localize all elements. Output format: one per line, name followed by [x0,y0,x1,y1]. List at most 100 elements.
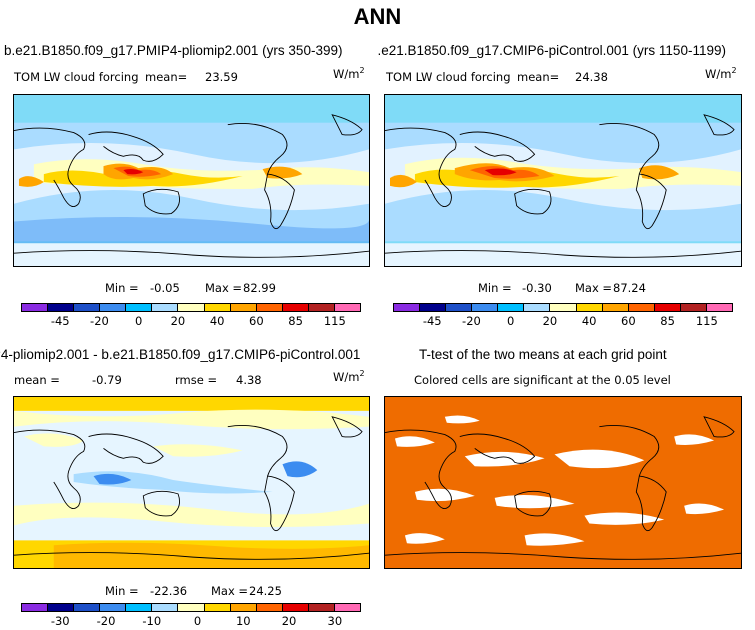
colorbar-swatch [178,304,205,311]
colorbar-tick-label: 20 [542,314,558,328]
panel1-mean-label: mean= [145,70,188,84]
panel3-colorbar [21,603,361,612]
panel2-units: W/m2 [705,66,737,81]
colorbar-tick-label: 0 [135,314,143,328]
panel2-case-title: b.e21.B1850.f09_g17.CMIP6-piControl.001 … [378,43,726,58]
panel3-rmse-label: rmse = [175,373,218,387]
colorbar-swatch [204,604,231,611]
colorbar-tick-label: 20 [170,314,186,328]
panel3-map [13,396,370,569]
panel2-map-svg [385,95,741,266]
colorbar-swatch [126,604,153,611]
panel1-mean-value: 23.59 [205,70,238,84]
panel1-map [13,94,370,267]
colorbar-tick-label: 10 [235,614,251,628]
panel2-mean-value: 24.38 [575,70,608,84]
panel2-min-label: Min = [478,281,512,295]
colorbar-swatch [282,604,309,611]
panel3-units: W/m2 [333,369,365,384]
colorbar-swatch [256,304,283,311]
colorbar-tick-label: 20 [281,614,297,628]
colorbar-tick-label: -45 [422,314,442,328]
panel1-units-base: W/m [333,66,360,81]
colorbar-swatch [628,304,655,311]
colorbar-tick-label: -30 [50,614,70,628]
colorbar-swatch [498,304,525,311]
panel1-units: W/m2 [333,66,365,81]
colorbar-swatch [230,604,257,611]
colorbar-tick-label: 60 [621,314,636,328]
colorbar-swatch [282,304,309,311]
colorbar-tick-label: 0 [507,314,515,328]
panel3-title-clip: b.e21.B1850.f09_g17.PMIP4-pliomip2.001 -… [0,347,430,365]
panel3-mean-value: -0.79 [92,373,122,387]
colorbar-tick-label: -10 [142,614,162,628]
panel3-rmse-value: 4.38 [236,373,262,387]
colorbar-swatch [420,304,447,311]
panel1-case-title: b.e21.B1850.f09_g17.PMIP4-pliomip2.001 (… [4,43,343,58]
panel3-min-value: -22.36 [150,584,188,598]
panel3-case-title: b.e21.B1850.f09_g17.PMIP4-pliomip2.001 -… [0,347,361,362]
colorbar-swatch [48,604,75,611]
colorbar-swatch [152,304,179,311]
panel4-subtitle: Colored cells are significant at the 0.0… [414,373,671,387]
colorbar-tick-label: 115 [323,314,346,328]
colorbar-swatch [602,304,629,311]
panel4-map [384,396,742,569]
panel3-min-label: Min = [105,584,139,598]
colorbar-tick-label: 40 [209,314,225,328]
panel2-map [384,94,742,267]
colorbar-swatch [308,604,335,611]
figure-title: ANN [353,4,402,29]
panel1-map-svg [14,95,369,266]
colorbar-tick-label: 60 [249,314,264,328]
colorbar-tick-label: 85 [288,314,303,328]
colorbar-swatch [706,304,733,311]
panel2-max-value: 87.24 [613,281,646,295]
panel3-map-svg [14,397,369,568]
panel2-units-base: W/m [705,66,732,81]
panel2-max-label: Max = [575,281,613,295]
panel3-max-label: Max = [211,584,249,598]
colorbar-swatch [334,304,361,311]
panel2-colorbar [393,303,733,312]
colorbar-swatch [74,304,101,311]
panel3-units-base: W/m [333,369,360,384]
panel2-units-exp: 2 [731,66,737,75]
panel1-max-label: Max = [205,281,243,295]
colorbar-swatch [576,304,603,311]
panel1-min-value: -0.05 [150,281,180,295]
colorbar-swatch [74,604,101,611]
colorbar-swatch [152,604,179,611]
colorbar-swatch [550,304,577,311]
colorbar-tick-label: -20 [462,314,481,328]
colorbar-swatch [204,304,231,311]
colorbar-swatch [394,304,421,311]
colorbar-swatch [524,304,551,311]
panel3-units-exp: 2 [359,369,365,378]
colorbar-tick-label: 0 [193,614,202,628]
colorbar-swatch [256,604,283,611]
panel4-title: T-test of the two means at each grid poi… [419,347,667,362]
panel2-variable-label: TOM LW cloud forcing [386,70,511,84]
colorbar-swatch [126,304,153,311]
panel1-units-exp: 2 [359,66,365,75]
colorbar-swatch [178,604,205,611]
colorbar-swatch [446,304,473,311]
panel3-max-value: 24.25 [249,584,282,598]
colorbar-swatch [100,304,127,311]
colorbar-swatch [48,304,75,311]
panel1-max-value: 82.99 [243,281,276,295]
panel1-min-label: Min = [105,281,139,295]
colorbar-tick-label: -20 [96,614,116,628]
panel2-min-value: -0.30 [522,281,552,295]
colorbar-tick-label: -45 [50,314,70,328]
colorbar-swatch [230,304,257,311]
panel3-mean-label: mean = [14,373,60,387]
colorbar-swatch [22,604,49,611]
colorbar-swatch [472,304,499,311]
colorbar-swatch [334,604,361,611]
colorbar-swatch [100,604,127,611]
panel1-colorbar [21,303,361,312]
colorbar-tick-label: 40 [581,314,597,328]
